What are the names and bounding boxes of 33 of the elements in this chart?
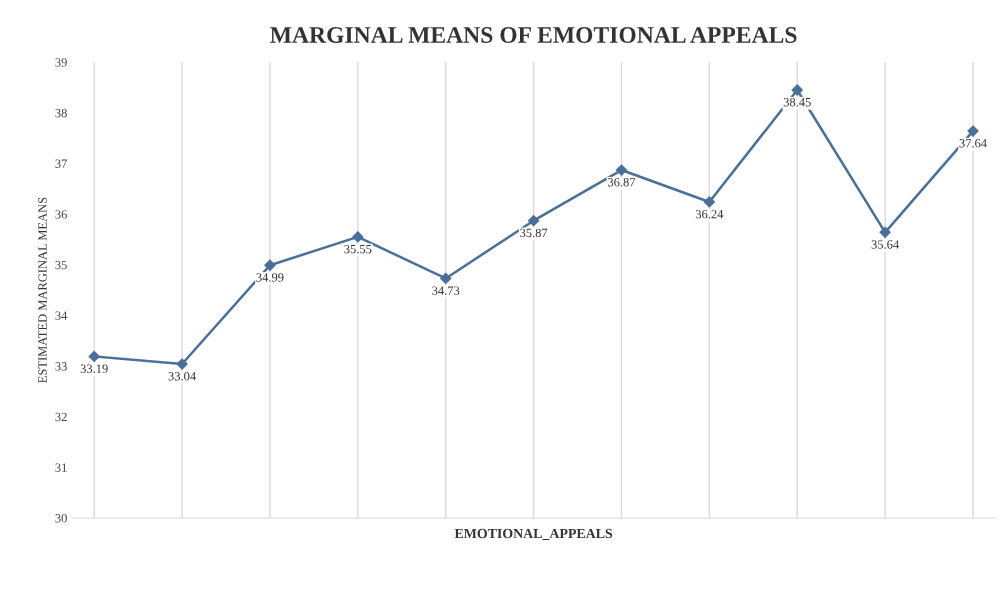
data-label: 38.45 [783, 97, 811, 107]
data-label: 33.19 [80, 364, 108, 373]
data-label: 35.55 [344, 244, 372, 254]
point [264, 259, 276, 271]
data-label: 34.99 [256, 273, 284, 282]
y-tick-label: 38 [55, 108, 67, 118]
y-tick-label: 36 [55, 210, 67, 219]
y-tick-label: 37 [55, 159, 67, 168]
point [88, 350, 100, 363]
y-tick-label: 31 [55, 463, 67, 472]
y-tick-label: 35 [55, 260, 67, 270]
point [440, 272, 452, 285]
point [615, 164, 628, 176]
data-label: 34.73 [432, 286, 460, 295]
data-label: 35.87 [520, 228, 548, 238]
point [879, 226, 891, 238]
y-axis-title: ESTIMATED MARGINAL MEANS [38, 197, 47, 383]
data-label: 36.87 [608, 178, 636, 187]
data-label: 33.04 [168, 371, 196, 381]
y-tick-label: 34 [55, 311, 68, 320]
y-tick-label: 30 [55, 514, 67, 523]
y-tick-label: 33 [55, 362, 67, 371]
y-tick-label: 32 [55, 412, 67, 422]
data-label: 36.24 [695, 209, 724, 219]
x-axis-title: EMOTIONAL_APPEALS [454, 528, 613, 540]
point [791, 84, 803, 96]
data-label: 35.64 [871, 240, 899, 249]
point [527, 215, 540, 227]
point [352, 231, 364, 243]
chart-title: MARGINAL MEANS OF EMOTIONAL APPEALS [270, 27, 797, 43]
data-label: 37.64 [959, 139, 987, 148]
y-tick-label: 39 [55, 58, 67, 67]
point [703, 196, 715, 208]
